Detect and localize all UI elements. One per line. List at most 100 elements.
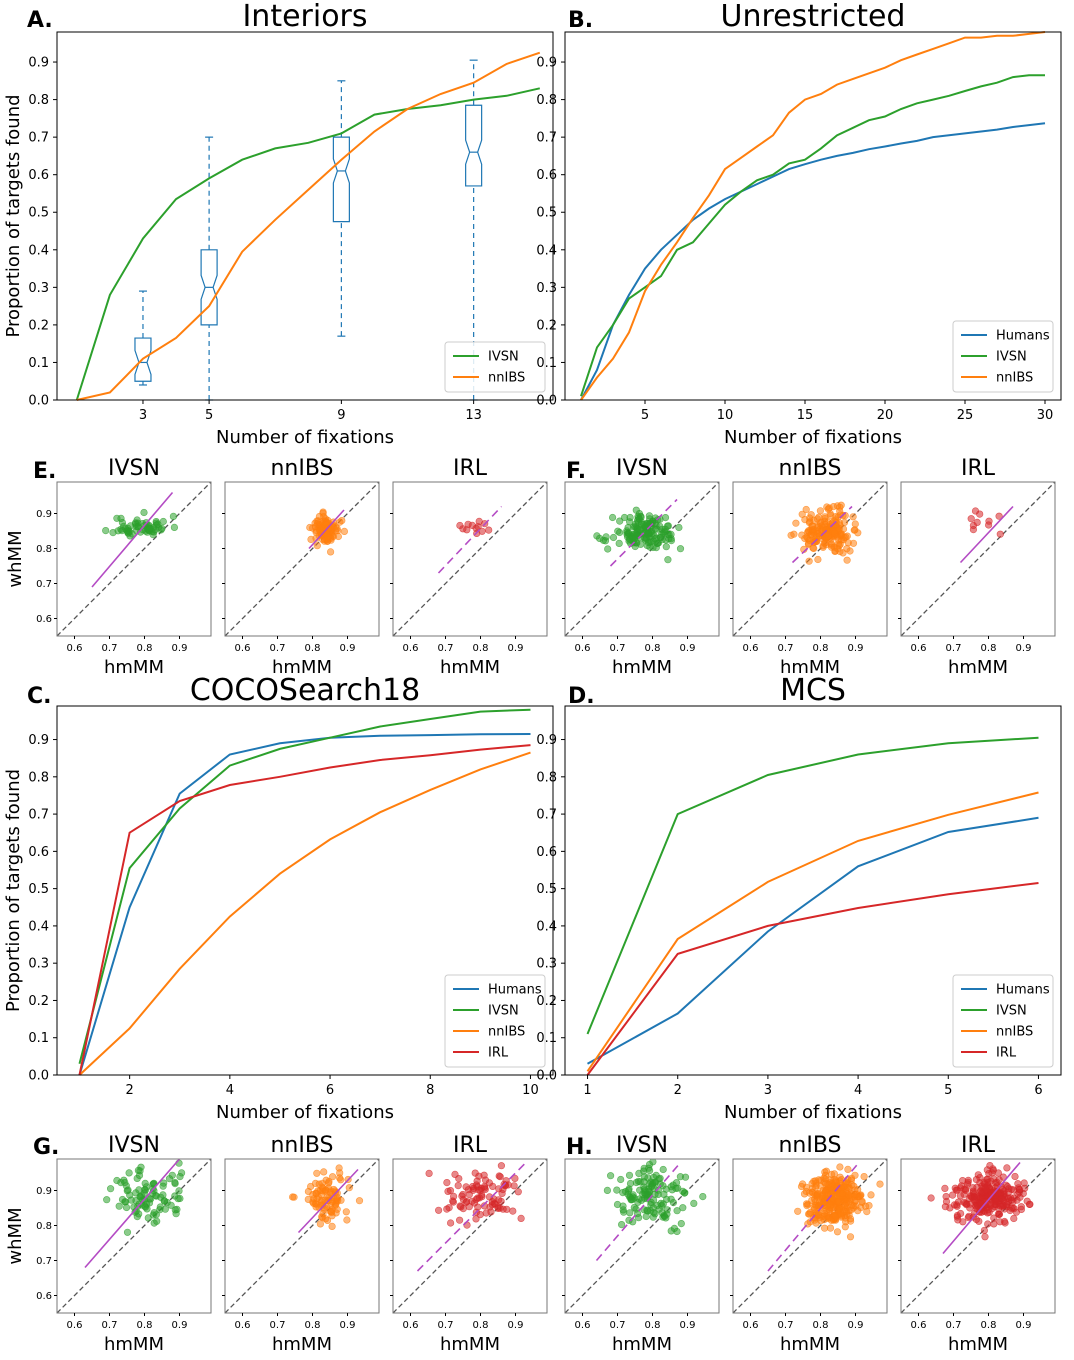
scatter-point — [953, 1211, 962, 1220]
scatter-plot-area — [733, 1159, 887, 1313]
scatter-point — [140, 508, 148, 517]
scatter-point — [113, 514, 121, 522]
scatter-point — [858, 1198, 866, 1206]
scatter-subplot-irl: IRL 0.6 0.7 0.8 0.9 hmMM — [390, 456, 548, 678]
scatter-point — [802, 505, 810, 514]
y-tick-label: 0.7 — [28, 131, 49, 146]
scatter-point — [642, 534, 650, 543]
scatter-point — [827, 1170, 836, 1178]
x-tick-label: 6 — [1034, 1083, 1042, 1098]
scatter-point — [836, 1163, 844, 1171]
scatter-point — [992, 1198, 1000, 1206]
x-tick-label: 0.7 — [778, 1320, 794, 1331]
x-tick-label: 0.6 — [575, 643, 591, 654]
scatter-point — [633, 1209, 642, 1218]
scatter-point — [480, 1171, 488, 1179]
scatter-point — [794, 1207, 802, 1215]
line-panel-c: C. COCOSearch18 0.0 0.1 0.2 0.3 0.4 0.5 0.6 0.7 0.… — [3, 673, 554, 1123]
scatter-subplot-ivsn: IVSN 0.6 0.7 0.8 0.9 hmMM — [562, 1133, 720, 1355]
scatter-point — [848, 1201, 856, 1209]
scatter-point — [340, 527, 349, 536]
panel-letter: G. — [33, 1135, 59, 1160]
scatter-point — [645, 512, 654, 520]
x-tick-label: 0.9 — [680, 643, 696, 654]
scatter-point — [953, 1201, 961, 1209]
scatter-point — [313, 517, 321, 525]
scatter-frame — [900, 481, 1056, 637]
x-axis-label: hmMM — [780, 1334, 840, 1355]
x-tick-label: 3 — [764, 1083, 772, 1098]
x-axis-label: hmMM — [948, 657, 1008, 678]
scatter-point — [175, 1187, 183, 1195]
regression-line — [942, 1161, 1021, 1255]
scatter-point — [798, 1180, 807, 1188]
y-tick-label: 0.5 — [536, 206, 557, 221]
scatter-point — [609, 533, 618, 542]
x-tick-label: 4 — [854, 1083, 862, 1098]
y-tick-label: 0.9 — [36, 1186, 52, 1197]
series-line-ivsn — [586, 736, 1039, 1035]
scatter-point — [976, 1178, 984, 1187]
series-line-nnibs — [76, 51, 541, 401]
regression-line — [308, 509, 345, 550]
scatter-point — [838, 1190, 847, 1198]
x-tick-label: 0.7 — [270, 1320, 286, 1331]
scatter-point — [342, 1208, 350, 1216]
scatter-point — [608, 513, 617, 522]
legend-label: IRL — [996, 1046, 1017, 1061]
scatter-point — [319, 509, 327, 517]
scatter-point — [664, 556, 672, 564]
scatter-point — [170, 523, 178, 532]
scatter-point — [854, 529, 862, 537]
scatter-point — [485, 526, 493, 534]
scatter-point — [128, 530, 136, 538]
scatter-point — [145, 1199, 154, 1207]
scatter-frame — [900, 1158, 1056, 1314]
plot-frame — [56, 705, 554, 1076]
legend-box — [444, 974, 546, 1068]
x-tick-label: 0.9 — [1016, 1320, 1032, 1331]
x-axis-label: hmMM — [780, 657, 840, 678]
legend-label: IVSN — [488, 1004, 519, 1019]
scatter-point — [149, 1211, 157, 1219]
x-tick-label: 0.7 — [610, 643, 626, 654]
scatter-point — [813, 1190, 821, 1198]
scatter-point — [856, 1192, 864, 1200]
scatter-point — [642, 1212, 650, 1221]
x-tick-label: 0.7 — [946, 643, 962, 654]
scatter-frame — [392, 1158, 548, 1314]
legend-label: IVSN — [996, 350, 1027, 365]
scatter-point — [627, 1196, 635, 1204]
x-tick-label: 0.8 — [137, 643, 153, 654]
x-axis-label: Number of fixations — [724, 1102, 902, 1123]
scatter-point — [651, 535, 659, 543]
scatter-title: IVSN — [108, 456, 160, 481]
scatter-point — [631, 542, 639, 551]
scatter-point — [851, 1171, 859, 1179]
scatter-point — [120, 1176, 128, 1184]
y-tick-label: 0.6 — [536, 845, 557, 860]
chart-title: Unrestricted — [721, 0, 906, 34]
boxplot — [134, 290, 152, 386]
legend-label: Humans — [996, 983, 1050, 998]
x-axis-label: Number of fixations — [724, 427, 902, 448]
scatter-point — [489, 1182, 497, 1190]
legend-label: nnIBS — [996, 1025, 1033, 1040]
scatter-point — [176, 1172, 184, 1181]
scatter-point — [478, 1191, 486, 1199]
scatter-point — [808, 1196, 816, 1204]
scatter-point — [985, 517, 993, 525]
y-tick-label: 0.5 — [28, 206, 49, 221]
scatter-point — [669, 1198, 678, 1207]
scatter-point — [480, 1202, 489, 1210]
y-tick-label: 0.7 — [36, 1256, 52, 1267]
identity-diagonal — [565, 482, 719, 636]
scatter-point — [953, 1186, 962, 1194]
scatter-point — [980, 1226, 989, 1234]
y-tick-label: 0.7 — [536, 131, 557, 146]
scatter-point — [649, 543, 657, 552]
scatter-point — [835, 1205, 844, 1213]
scatter-point — [845, 1191, 853, 1199]
y-tick-label: 0.1 — [536, 356, 557, 371]
